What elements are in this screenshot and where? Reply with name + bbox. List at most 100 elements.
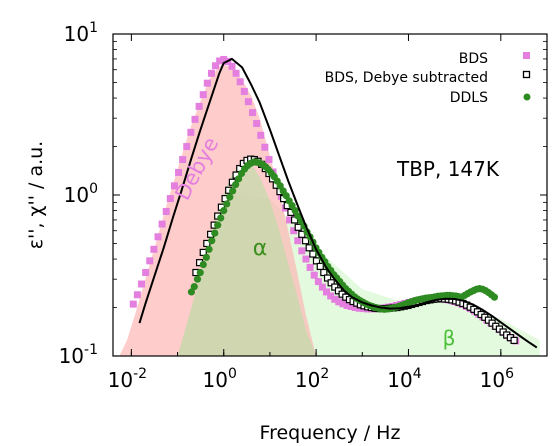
bds-debye-subtracted-point [290,216,299,224]
ddls-point [208,237,216,245]
bds-point [314,278,322,286]
legend-label-bds-debye-subtracted: BDS, Debye subtracted [325,70,488,86]
bds-point [187,128,195,136]
bds-debye-subtracted-point [199,248,207,257]
bds-point [236,78,244,86]
bds-point [154,233,162,241]
bds-point [249,109,257,117]
bds-point [166,195,174,203]
y-tick-label: 100 [64,181,98,207]
bds-point [253,120,261,128]
bds-debye-subtracted-point [316,262,324,271]
legend: BDS BDS, Debye subtracted DDLS [325,51,531,106]
axis-ticks: 10-2 100 102 104 106 10-1 100 101 [59,20,547,392]
fit-curve [138,57,538,349]
bds-point [290,227,298,235]
bds-point [323,288,331,296]
ddls-point [199,260,207,269]
legend-marker-bds-debye-subtracted [522,70,531,79]
bds-point [261,143,269,151]
bds-point [199,91,207,99]
bds-point [162,207,170,215]
bds-point [175,168,183,176]
ddls-point [187,288,196,296]
ddls-point [235,175,243,183]
bds-debye-subtracted-point [323,274,332,282]
bds-point [129,300,137,308]
annotation-sample: TBP, 147K [396,157,500,181]
bds-debye-subtracted-point [305,244,313,252]
fill-region-alpha [177,162,317,356]
bds-point [138,280,146,288]
x-tick-label: 102 [295,366,329,392]
ddls-point [196,268,204,277]
ddls-point [232,181,240,189]
bds-point [318,283,326,291]
y-tick-label: 10-1 [59,342,98,368]
bds-point [331,295,339,303]
x-tick-label: 100 [203,366,237,392]
ddls-point [214,221,222,229]
bds-debye-subtracted-point [331,283,339,291]
legend-marker-bds [523,52,530,59]
bds-point [286,216,294,224]
ddls-point [220,207,228,215]
bds-point [343,301,351,309]
y-tick-label: 101 [64,20,98,46]
bds-debye-subtracted-point [309,250,317,258]
bds-point [183,143,191,151]
bds-point [265,156,273,164]
ddls-point [190,282,198,291]
bds-debye-subtracted-point [301,237,310,245]
bds-point [306,263,314,271]
bds-point [220,55,228,63]
bds-point [212,62,220,70]
fit-curve-layer [138,57,538,349]
ddls-point [229,187,237,195]
ddls-point [205,245,213,253]
bds-point [216,57,224,65]
ddls-point [217,214,225,222]
y-axis-title: ε'', χ'' / a.u. [25,141,47,249]
bds-point [302,255,310,263]
ddls-point [291,207,299,215]
bds-point [232,69,240,77]
bds-point [146,257,154,265]
x-tick-label: 10-2 [108,366,147,392]
x-tick-label: 104 [387,366,421,392]
bds-point [335,298,343,306]
bds-point [228,62,236,70]
legend-marker-ddls [523,93,531,101]
bds-point [347,302,355,310]
bds-point [339,300,347,308]
bds-point [310,271,318,279]
ddls-point [202,253,210,261]
bds-point [150,245,158,253]
bds-debye-subtracted-point [294,223,302,231]
legend-label-ddls: DDLS [450,90,488,106]
bds-point [257,131,265,139]
bds-point [207,69,215,77]
ddls-point [211,229,219,237]
bds-point [240,87,248,95]
bds-debye-subtracted-point [320,268,328,277]
bds-point [298,247,306,255]
bds-point [195,102,203,110]
fill-regions [119,64,540,356]
ddls-point [193,275,202,283]
bds-point [351,304,359,312]
bds-point [170,182,178,190]
x-axis-title: Frequency / Hz [260,422,401,444]
bds-point [158,220,166,228]
bds-point [142,269,150,277]
bds-point [244,98,252,106]
bds-point [179,156,187,164]
bds-point [294,237,302,245]
bds-point [203,79,211,87]
ddls-point [226,193,234,201]
bds-debye-subtracted-point [312,257,321,265]
annotation-alpha: α [253,236,268,261]
ddls-point [223,200,231,208]
x-tick-label: 106 [480,366,514,392]
